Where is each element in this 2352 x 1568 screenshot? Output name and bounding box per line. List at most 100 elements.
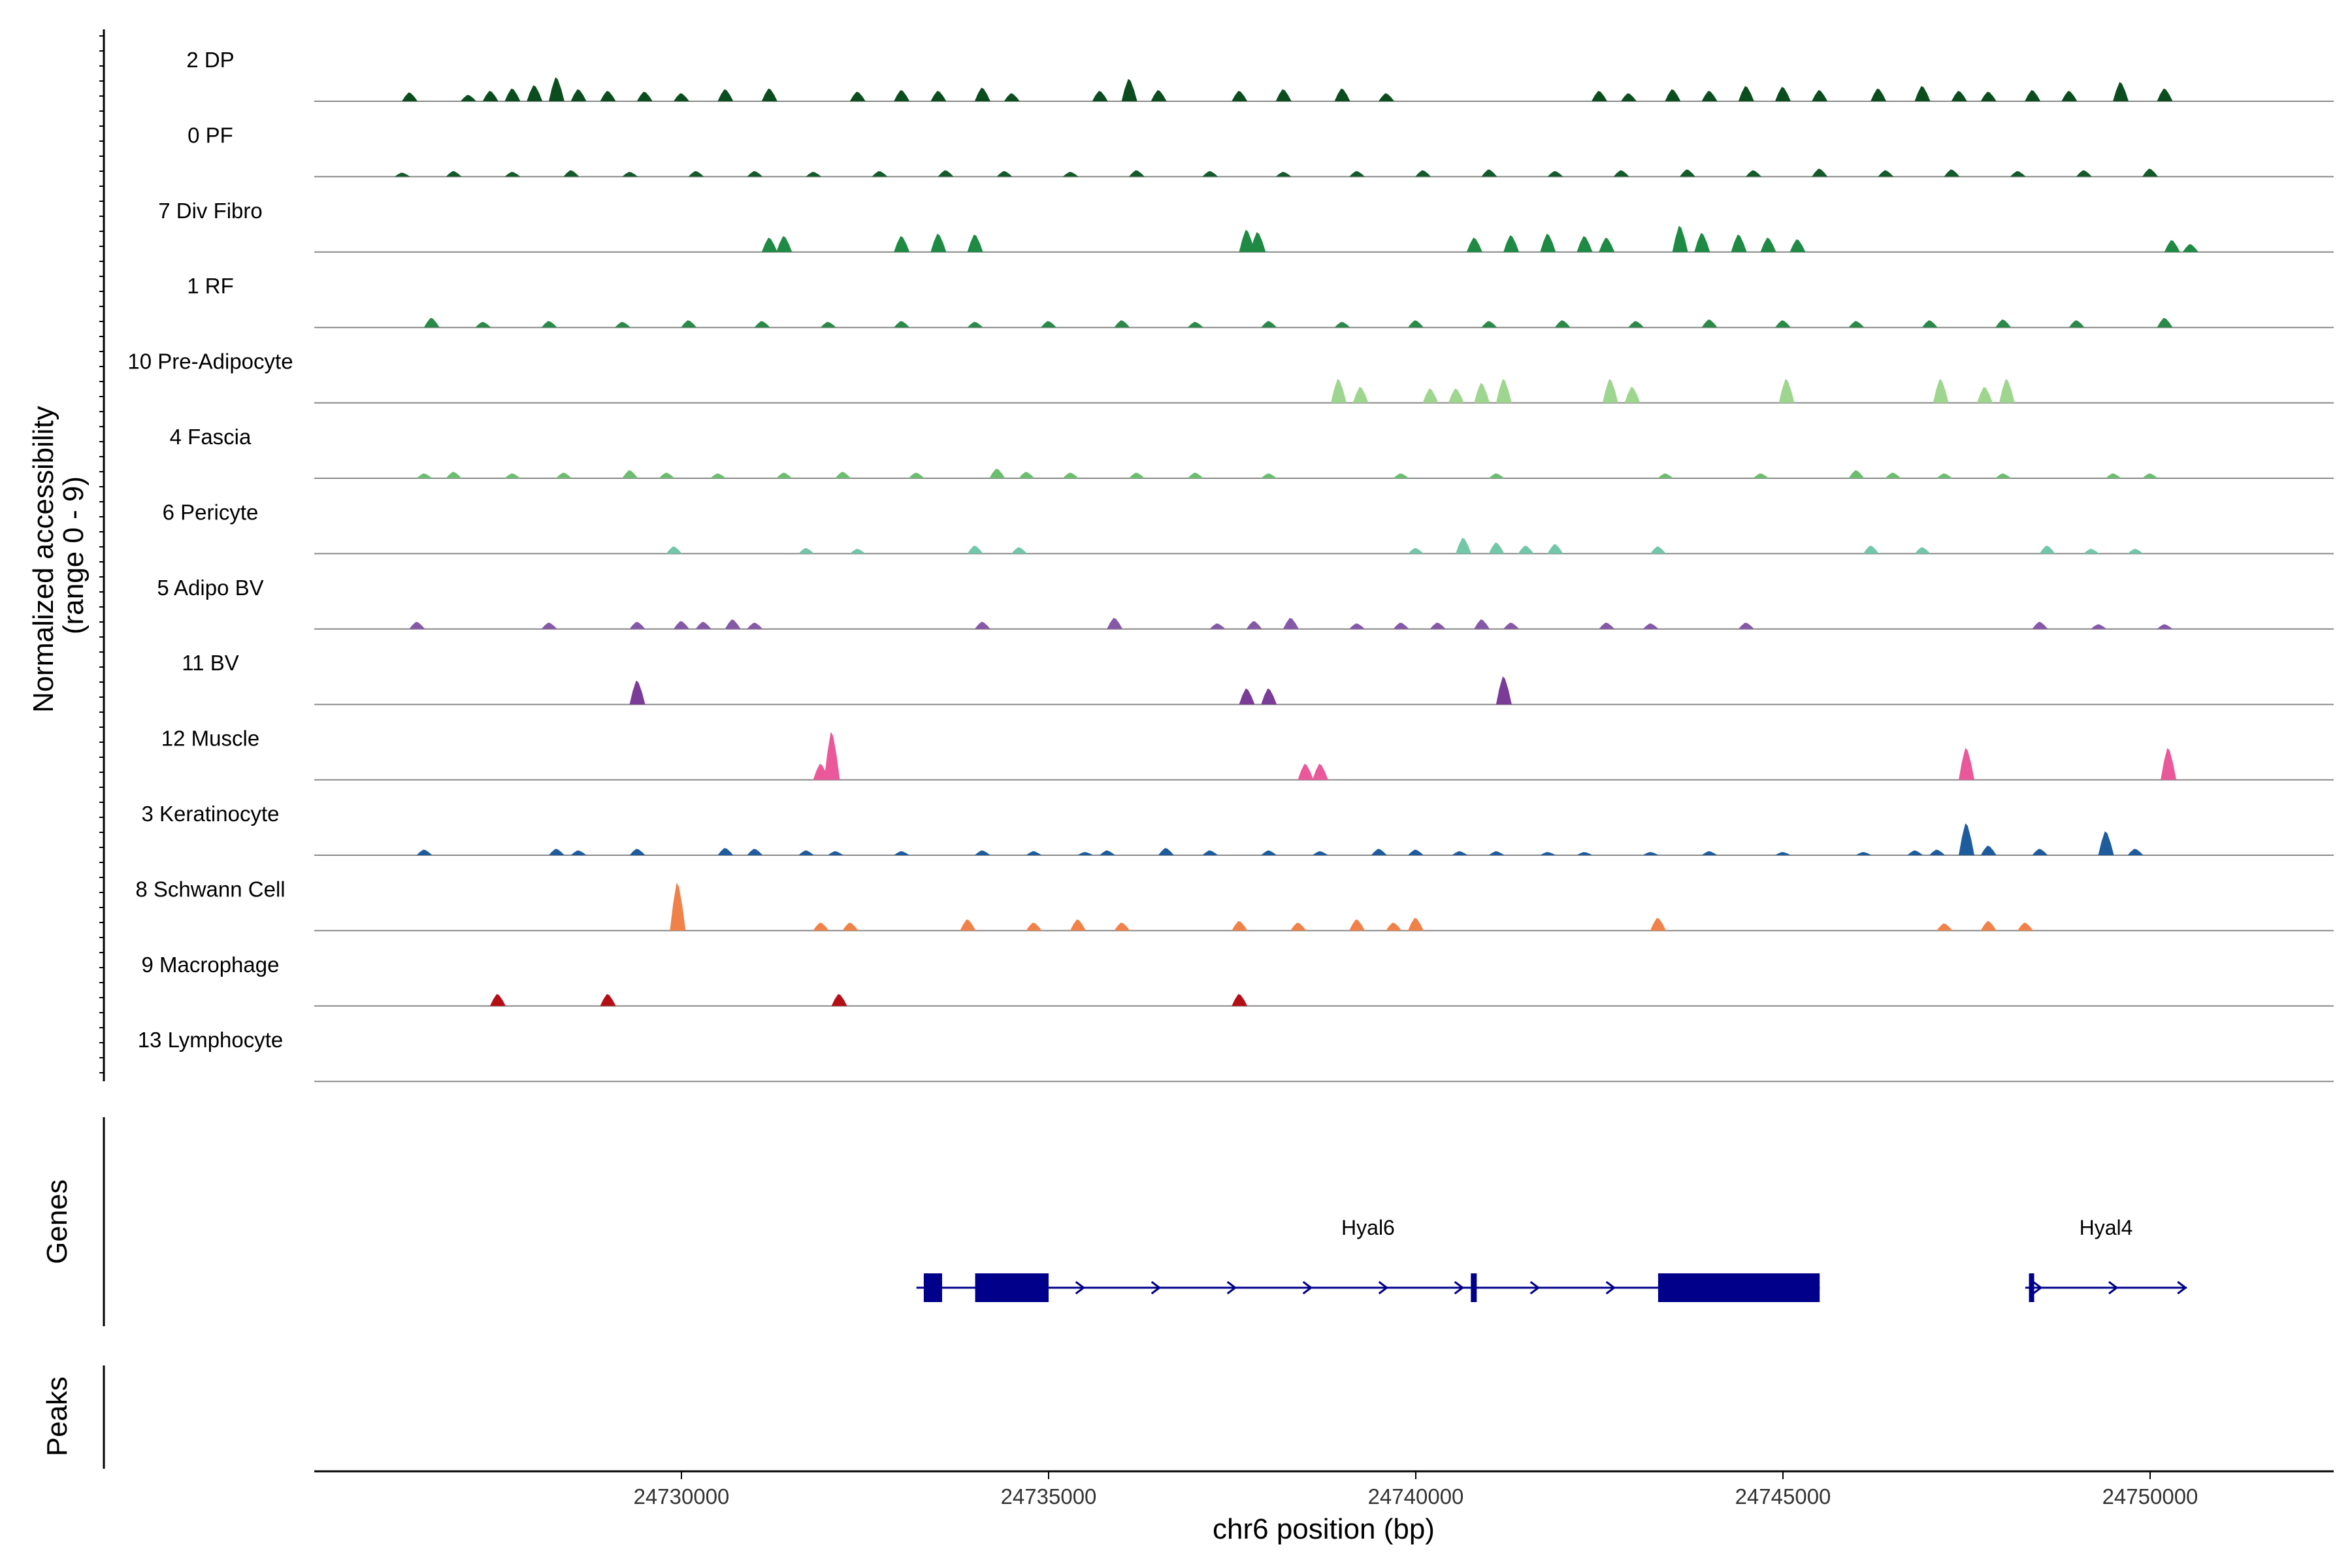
coverage-peak [1599, 623, 1615, 629]
coverage-peak [1944, 169, 1960, 177]
coverage-peak [1239, 688, 1255, 705]
coverage-peak [1933, 378, 1949, 403]
coverage-peak [2113, 82, 2129, 101]
coverage-peak [2083, 549, 2100, 554]
coverage-peak [402, 92, 418, 101]
strand-arrow [1605, 1281, 1616, 1295]
coverage-peak [1789, 239, 1806, 252]
coverage-peak [1951, 91, 1967, 101]
coverage-peak [1576, 236, 1593, 252]
coverage-peak [1812, 90, 1828, 101]
coverage-peak [629, 849, 645, 855]
coverage-peak [1349, 171, 1365, 177]
coverage-peak [1481, 169, 1497, 177]
coverage-peak [1011, 547, 1028, 554]
coverage-peak [776, 236, 792, 252]
coverage-peak [1650, 917, 1666, 931]
coverage-peak [2105, 473, 2121, 478]
coverage-peak [1187, 472, 1203, 478]
coverage-peak [761, 237, 777, 252]
coverage-peak [688, 171, 704, 177]
track-label: 13 Lymphocyte [138, 1028, 284, 1052]
coverage-peak [1379, 93, 1395, 101]
coverage-peak [1753, 473, 1769, 478]
track: 11 BV [182, 651, 2334, 706]
x-axis-label: chr6 position (bp) [1213, 1513, 1435, 1545]
track: 7 Div Fibro [158, 199, 2334, 253]
coverage-peak [967, 546, 983, 554]
coverage-peak [1282, 617, 1299, 629]
coverage-peak [1778, 378, 1795, 403]
coverage-peak [659, 472, 675, 478]
coverage-peak [1518, 546, 1534, 554]
coverage-peak [570, 89, 587, 101]
coverage-peak [776, 472, 792, 478]
x-tick-label: 24730000 [634, 1484, 730, 1509]
coverage-peak [1547, 171, 1563, 177]
track-label: 5 Adipo BV [157, 576, 263, 600]
coverage-peak [636, 91, 653, 101]
coverage-peak [475, 321, 491, 328]
coverage-peak [1547, 544, 1563, 554]
coverage-peak [1448, 388, 1464, 403]
coverage-peak [674, 93, 689, 101]
track-label: 8 Schwann Cell [135, 877, 285, 901]
coverage-peak [1202, 171, 1218, 177]
coverage-peak [761, 88, 777, 101]
coverage-peak [1393, 473, 1409, 478]
coverage-peak [2068, 320, 2085, 328]
coverage-peak [1959, 823, 1974, 855]
x-tick-label: 24735000 [1001, 1484, 1097, 1509]
coverage-peak [1746, 170, 1762, 177]
coverage-peak [446, 472, 462, 478]
track: 13 Lymphocyte [138, 1028, 2334, 1083]
coverage-peak [1275, 89, 1292, 101]
coverage-peak [1775, 320, 1791, 328]
coverage-peak [1701, 851, 1718, 855]
coverage-peak [1599, 237, 1615, 252]
coverage-peak [717, 89, 734, 101]
coverage-axis-ticks [99, 35, 104, 1073]
coverage-peak [1019, 472, 1035, 478]
strand-arrow [1302, 1281, 1313, 1295]
coverage-peak [1914, 86, 1931, 101]
coverage-peak [1885, 472, 1901, 478]
coverage-peak [1679, 169, 1695, 177]
strand-arrow [1529, 1281, 1541, 1295]
coverage-peak [666, 546, 682, 554]
coverage-peak [1187, 321, 1203, 328]
coverage-peak [504, 88, 521, 101]
coverage-peak [1878, 170, 1894, 177]
coverage-peak [600, 994, 616, 1006]
coverage-peak [908, 472, 924, 478]
coverage-peak [1261, 688, 1277, 705]
coverage-peak [1613, 170, 1629, 177]
coverage-peak [820, 321, 836, 328]
coverage-peak [1929, 849, 1946, 855]
coverage-peak [629, 680, 645, 705]
coverage-peak [1576, 852, 1593, 855]
coverage-peak [1298, 764, 1314, 780]
coverage-peak [1077, 852, 1094, 855]
coverage-peak [754, 321, 770, 328]
coverage-peak [1128, 170, 1145, 177]
coverage-peak [394, 172, 410, 177]
coverage-peak [1620, 93, 1637, 101]
coverage-peak [1250, 232, 1266, 252]
track-label: 6 Pericyte [163, 500, 259, 524]
coverage-peak [695, 621, 711, 629]
coverage-peak [1481, 321, 1497, 328]
coverage-peak [1107, 617, 1123, 629]
coverage-peak [416, 849, 433, 855]
coverage-peak [1128, 472, 1145, 478]
coverage-peak [1907, 850, 1923, 855]
track-label: 7 Div Fibro [158, 199, 263, 223]
track-label: 2 DP [186, 48, 234, 72]
coverage-peak [1466, 237, 1482, 252]
coverage-peak [1456, 537, 1472, 554]
coverage-peak [1914, 547, 1931, 554]
coverage-peak [930, 91, 947, 101]
coverage-peak [2010, 171, 2026, 177]
coverage-peak [1848, 321, 1865, 328]
